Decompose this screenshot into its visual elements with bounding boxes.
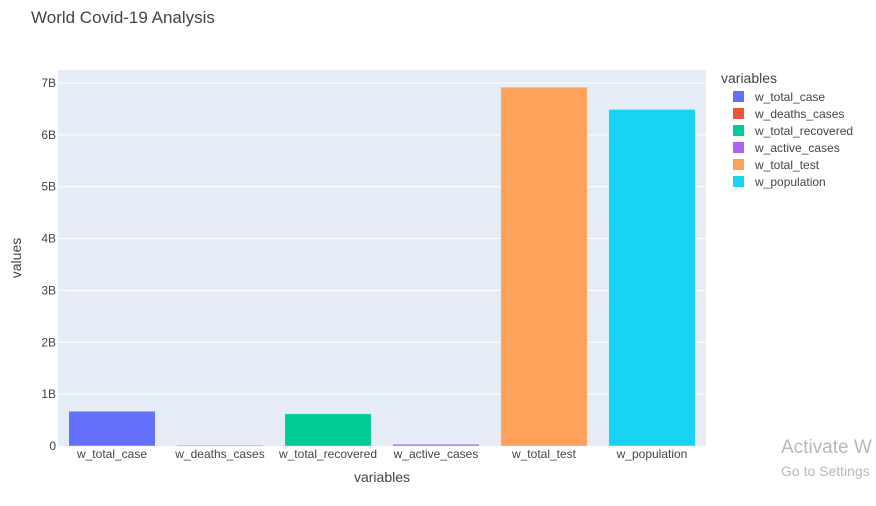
x-axis-ticks: w_total_case w_deaths_cases w_total_recove… [76,447,687,461]
x-tick-label: w_total_case [76,447,147,461]
x-tick-label: w_total_recovered [278,447,377,461]
legend-label: w_active_cases [754,141,840,155]
legend-label: w_population [754,175,826,189]
legend-item-w-deaths-cases[interactable]: w_deaths_cases [733,107,844,121]
y-axis-ticks: 0 1B 2B 3B 4B 5B 6B 7B [41,76,56,453]
legend-swatch [733,159,744,170]
legend-swatch [733,91,744,102]
legend-item-w-population[interactable]: w_population [733,175,826,189]
legend-swatch [733,142,744,153]
y-tick-label: 0 [49,439,56,453]
legend-swatch [733,125,744,136]
legend-item-w-total-case[interactable]: w_total_case [733,90,825,104]
legend-title: variables [721,70,777,86]
y-tick-label: 4B [41,232,56,246]
legend-label: w_deaths_cases [754,107,844,121]
legend-swatch [733,176,744,187]
activation-watermark-title: Activate W [781,437,872,458]
bar-w-total-recovered[interactable] [284,413,372,447]
y-tick-label: 3B [41,283,56,297]
x-tick-label: w_total_test [511,447,577,461]
bar-w-total-test[interactable] [500,86,588,447]
y-tick-label: 7B [41,76,56,90]
y-tick-label: 5B [41,180,56,194]
y-tick-label: 2B [41,335,56,349]
bar-w-population[interactable] [608,109,696,447]
bars [68,86,696,447]
legend-label: w_total_test [754,158,820,172]
legend-label: w_total_case [754,90,825,104]
gridlines [58,82,706,395]
bar-w-active-cases[interactable] [392,443,480,447]
bar-w-deaths-cases[interactable] [176,445,264,447]
activation-watermark-subtitle: Go to Settings [781,463,870,479]
bar-w-total-case[interactable] [68,411,156,447]
y-tick-label: 6B [41,128,56,142]
y-axis-title: values [8,238,24,278]
legend: variables w_total_case w_deaths_cases w_to… [721,70,853,189]
x-axis-title: variables [354,469,410,485]
x-tick-label: w_active_cases [393,447,479,461]
y-tick-label: 1B [41,387,56,401]
x-tick-label: w_population [616,447,688,461]
legend-item-w-active-cases[interactable]: w_active_cases [733,141,840,155]
x-tick-label: w_deaths_cases [174,447,264,461]
chart-title: World Covid-19 Analysis [31,8,215,27]
legend-swatch [733,108,744,119]
legend-item-w-total-recovered[interactable]: w_total_recovered [733,124,853,138]
plot-area [58,70,706,446]
legend-label: w_total_recovered [754,124,853,138]
legend-item-w-total-test[interactable]: w_total_test [733,158,820,172]
